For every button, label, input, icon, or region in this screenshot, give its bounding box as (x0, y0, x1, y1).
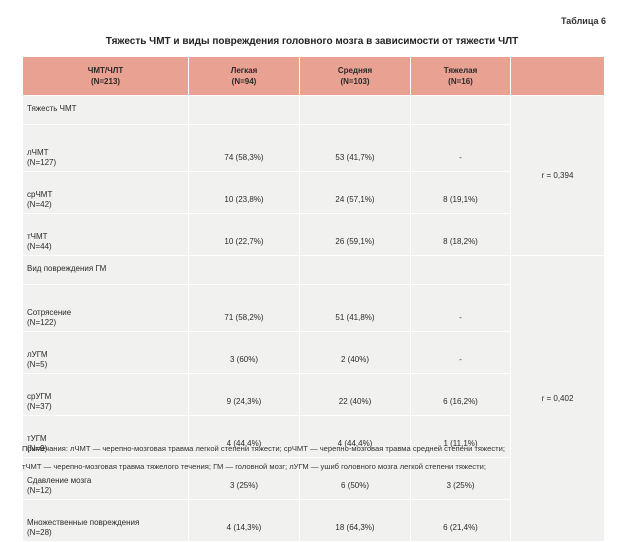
table-row: Сотрясение (N=122) 71 (58,2%) 51 (41,8%) … (22, 284, 605, 332)
table-row: лУГМ (N=5) 3 (60%) 2 (40%) - (22, 331, 605, 374)
cell-moderate: 26 (59,1%) (299, 213, 411, 256)
table-row: тУГМ (N=9) 4 (44,4%) 4 (44,4%) 1 (11,1%) (22, 415, 605, 458)
row-label: тЧМТ (N=44) (22, 213, 189, 256)
row-label: лУГМ (N=5) (22, 331, 189, 374)
header-cell-mild: Легкая (N=94) (188, 56, 300, 96)
row-label: срУГМ (N=37) (22, 373, 189, 416)
table-row: лЧМТ (N=127) 74 (58,3%) 53 (41,7%) - (22, 124, 605, 172)
header-cell-group: ЧМТ/ЧЛТ (N=213) (22, 56, 189, 96)
cell-severe: - (410, 124, 511, 172)
cell-moderate: 22 (40%) (299, 373, 411, 416)
row-label: тУГМ (N=9) (22, 415, 189, 458)
cell-mild: 3 (60%) (188, 331, 300, 374)
header-row: ЧМТ/ЧЛТ (N=213) Легкая (N=94) Средняя (N=10… (22, 56, 605, 96)
cell-moderate: 51 (41,8%) (299, 284, 411, 332)
cell-moderate: 53 (41,7%) (299, 124, 411, 172)
cell-mild: 10 (22,7%) (188, 213, 300, 256)
row-label: Сотрясение (N=122) (22, 284, 189, 332)
cell-severe: - (410, 284, 511, 332)
cell-mild: 9 (24,3%) (188, 373, 300, 416)
header-cell-blank (510, 56, 605, 96)
table-row: тЧМТ (N=44) 10 (22,7%) 26 (59,1%) 8 (18,2… (22, 213, 605, 256)
table-number: Таблица 6 (560, 16, 606, 26)
section-title: Вид повреждения ГМ (22, 255, 189, 285)
table-notes: Примечания: лЧМТ — черепно-мозговая трав… (22, 440, 606, 476)
cell-severe: 6 (16,2%) (410, 373, 511, 416)
correlation-value: r = 0,394 (510, 95, 605, 256)
row-label: Множественные повреждения (N=28) (22, 499, 189, 542)
correlation-value: r = 0,402 (510, 255, 605, 542)
header-cell-severe: Тяжелая (N=16) (410, 56, 511, 96)
cell-moderate: 24 (57,1%) (299, 171, 411, 214)
cell-severe: 1 (11,1%) (410, 415, 511, 458)
row-label: лЧМТ (N=127) (22, 124, 189, 172)
cell-severe: - (410, 331, 511, 374)
note-line: тЧМТ — черепно-мозговая травма тяжелого … (22, 462, 486, 471)
section-row: Вид повреждения ГМ r = 0,402 (22, 255, 605, 542)
cell-mild: 74 (58,3%) (188, 124, 300, 172)
cell-severe: 8 (19,1%) (410, 171, 511, 214)
cell-mild: 10 (23,8%) (188, 171, 300, 214)
header-cell-moderate: Средняя (N=103) (299, 56, 411, 96)
cell-moderate: 18 (64,3%) (299, 499, 411, 542)
section-row: Тяжесть ЧМТ r = 0,394 (22, 95, 605, 256)
cell-severe: 6 (21,4%) (410, 499, 511, 542)
note-line: Примечания: лЧМТ — черепно-мозговая трав… (22, 444, 505, 453)
cell-mild: 4 (14,3%) (188, 499, 300, 542)
cell-moderate: 2 (40%) (299, 331, 411, 374)
row-label: срЧМТ (N=42) (22, 171, 189, 214)
table-title: Тяжесть ЧМТ и виды повреждения головного… (105, 36, 519, 47)
cell-mild: 71 (58,2%) (188, 284, 300, 332)
cell-moderate: 4 (44,4%) (299, 415, 411, 458)
data-table: ЧМТ/ЧЛТ (N=213) Легкая (N=94) Средняя (N=10… (22, 56, 605, 542)
cell-severe: 8 (18,2%) (410, 213, 511, 256)
cell-mild: 4 (44,4%) (188, 415, 300, 458)
section-title: Тяжесть ЧМТ (22, 95, 189, 125)
